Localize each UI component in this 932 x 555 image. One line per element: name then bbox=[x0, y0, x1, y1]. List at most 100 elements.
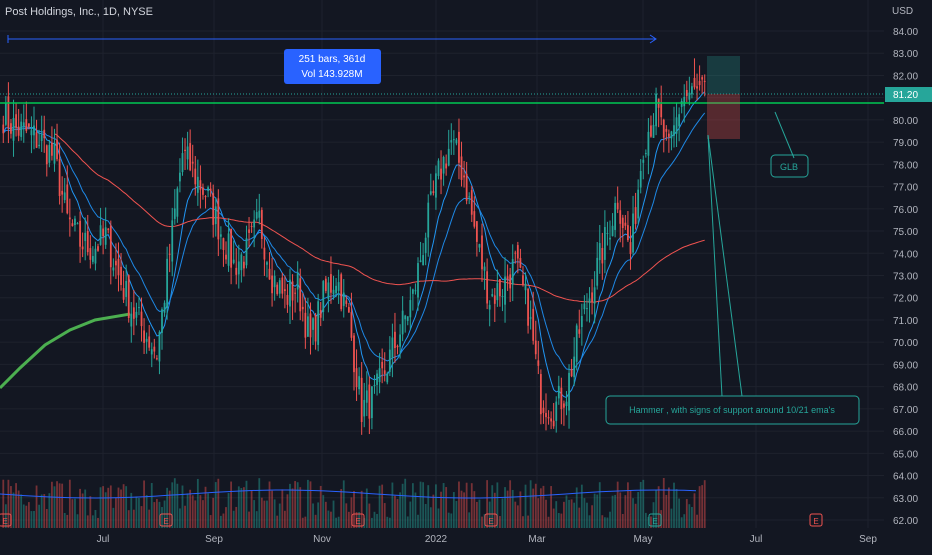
volume-bar bbox=[97, 517, 99, 528]
volume-bar bbox=[58, 483, 61, 528]
candle-body bbox=[463, 175, 465, 178]
candle-body bbox=[278, 280, 281, 294]
candle-body bbox=[104, 227, 107, 245]
volume-bar bbox=[120, 489, 122, 528]
volume-bar bbox=[414, 492, 417, 528]
volume-bar bbox=[276, 515, 279, 528]
volume-bar bbox=[43, 494, 46, 528]
volume-bar bbox=[125, 486, 128, 528]
volume-bar bbox=[176, 483, 179, 528]
volume-bar bbox=[248, 511, 250, 528]
candle-body bbox=[493, 295, 496, 304]
volume-bar bbox=[422, 482, 425, 528]
volume-bar bbox=[499, 516, 501, 528]
volume-bar bbox=[701, 485, 704, 528]
candle-body bbox=[473, 211, 476, 227]
candle-body bbox=[675, 117, 678, 134]
candle-body bbox=[465, 173, 468, 201]
hammer-callout[interactable]: Hammer , with signs of support around 10… bbox=[605, 134, 860, 425]
candle-body bbox=[501, 296, 504, 298]
volume-bar bbox=[66, 514, 69, 528]
volume-bar bbox=[168, 490, 171, 528]
volume-bar bbox=[616, 481, 619, 528]
volume-bar bbox=[235, 506, 238, 528]
candle-body bbox=[506, 276, 509, 281]
volume-bar bbox=[347, 511, 350, 528]
volume-bar bbox=[199, 495, 202, 528]
price-tick-label: 74.00 bbox=[893, 249, 918, 260]
volume-bar bbox=[86, 515, 89, 528]
sma-100-line bbox=[54, 133, 705, 303]
candle-body bbox=[266, 262, 268, 265]
candle-body bbox=[514, 252, 517, 254]
last-price-badge bbox=[885, 87, 932, 102]
volume-bar bbox=[289, 483, 291, 528]
time-axis[interactable]: Jul Sep Nov 2022 Mar May Jul Sep bbox=[97, 534, 878, 545]
volume-bar bbox=[522, 516, 524, 528]
candle-body bbox=[30, 130, 33, 136]
candle-body bbox=[181, 153, 184, 173]
measure-box bbox=[284, 49, 381, 84]
candle-body bbox=[322, 281, 325, 313]
volume-bar bbox=[365, 488, 368, 528]
volume-bar bbox=[534, 483, 537, 528]
volume-bar bbox=[153, 502, 156, 528]
candle-body bbox=[411, 289, 414, 294]
volume-bar bbox=[227, 493, 230, 528]
candle-body bbox=[376, 373, 378, 385]
price-tick-label: 76.00 bbox=[893, 205, 918, 216]
volume-bar bbox=[291, 488, 294, 528]
date-range-measure[interactable] bbox=[7, 34, 657, 44]
volume-bar bbox=[627, 482, 629, 528]
volume-bar bbox=[340, 489, 343, 528]
candle-body bbox=[204, 196, 207, 198]
volume-bar bbox=[74, 498, 76, 528]
volume-bar bbox=[158, 501, 161, 528]
volume-bar bbox=[463, 492, 465, 528]
candle-body bbox=[219, 234, 222, 237]
candle-body bbox=[580, 315, 583, 328]
candle-body bbox=[616, 202, 619, 210]
volume-bar bbox=[51, 481, 53, 528]
long-position-tool[interactable] bbox=[707, 56, 740, 139]
volume-bar bbox=[621, 513, 624, 528]
volume-bar bbox=[301, 517, 304, 528]
glb-callout[interactable]: GLB bbox=[770, 111, 809, 178]
volume-bar bbox=[427, 485, 430, 528]
time-tick-label: Mar bbox=[528, 534, 546, 545]
volume-bar bbox=[555, 501, 558, 528]
price-tick-label: 67.00 bbox=[893, 405, 918, 416]
candle-body bbox=[15, 114, 17, 128]
volume-bar bbox=[486, 480, 489, 528]
indicator-lines bbox=[0, 91, 706, 399]
price-tick-label: 62.00 bbox=[893, 516, 918, 527]
candle-body bbox=[91, 256, 94, 262]
candle-body bbox=[419, 260, 422, 262]
candle-body bbox=[189, 143, 192, 171]
candle-body bbox=[337, 282, 340, 291]
candle-body bbox=[486, 271, 489, 304]
candle-body bbox=[639, 170, 642, 188]
volume-bar bbox=[322, 495, 325, 528]
candle-body bbox=[578, 329, 581, 334]
volume-bar bbox=[386, 516, 389, 528]
volume-bar bbox=[286, 494, 289, 528]
price-tick-label: 75.00 bbox=[893, 227, 918, 238]
volume-bar bbox=[20, 494, 23, 528]
volume-bar bbox=[527, 515, 529, 528]
candle-body bbox=[332, 289, 335, 295]
candle-body bbox=[248, 229, 250, 233]
candle-body bbox=[240, 254, 243, 271]
volume-bar bbox=[171, 482, 174, 528]
price-axis[interactable]: 84.0083.0082.0081.0080.0079.0078.0077.00… bbox=[893, 27, 918, 527]
candle-body bbox=[406, 316, 409, 321]
candle-body bbox=[652, 124, 655, 138]
candle-body bbox=[171, 220, 174, 262]
volume-bar bbox=[191, 495, 194, 528]
volume-bar bbox=[532, 488, 535, 528]
volume-bar bbox=[506, 490, 509, 528]
volume-bar bbox=[417, 514, 419, 528]
volume-bar bbox=[573, 502, 576, 528]
candle-body bbox=[368, 384, 371, 419]
